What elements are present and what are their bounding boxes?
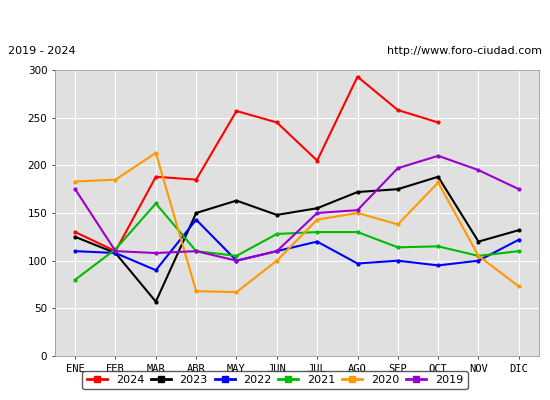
2019 [273, 249, 280, 254]
Text: 2019 - 2024: 2019 - 2024 [8, 46, 76, 56]
2021 [435, 244, 442, 249]
2021 [112, 247, 119, 252]
2020 [152, 150, 159, 155]
2020 [515, 284, 522, 289]
2023 [233, 198, 240, 203]
2024 [354, 74, 361, 79]
2021 [515, 249, 522, 254]
2019 [435, 153, 442, 158]
2021 [72, 277, 79, 282]
2021 [233, 254, 240, 258]
2022 [515, 237, 522, 242]
2023 [475, 239, 482, 244]
2023 [435, 174, 442, 179]
2019 [152, 251, 159, 256]
2022 [273, 249, 280, 254]
2021 [354, 230, 361, 234]
2020 [233, 290, 240, 294]
2022 [152, 268, 159, 273]
Line: 2023: 2023 [74, 175, 520, 303]
2023 [354, 190, 361, 194]
2020 [193, 289, 200, 294]
2022 [233, 258, 240, 263]
2020 [394, 222, 401, 227]
2022 [112, 251, 119, 256]
2019 [394, 166, 401, 170]
2022 [314, 239, 321, 244]
2019 [354, 208, 361, 212]
2019 [314, 210, 321, 215]
Line: 2020: 2020 [74, 152, 520, 294]
2019 [515, 187, 522, 192]
2022 [354, 261, 361, 266]
2021 [193, 249, 200, 254]
2022 [435, 263, 442, 268]
2024 [72, 230, 79, 234]
2021 [475, 254, 482, 258]
2022 [72, 249, 79, 254]
2024 [193, 177, 200, 182]
2023 [152, 299, 159, 304]
2019 [193, 249, 200, 254]
2021 [152, 201, 159, 206]
2023 [273, 212, 280, 217]
2022 [193, 217, 200, 222]
Line: 2022: 2022 [74, 218, 520, 272]
2023 [515, 228, 522, 232]
2023 [394, 187, 401, 192]
2024 [394, 108, 401, 112]
Line: 2021: 2021 [74, 202, 520, 281]
Line: 2019: 2019 [74, 154, 520, 262]
2023 [72, 234, 79, 239]
2020 [273, 258, 280, 263]
2021 [273, 232, 280, 236]
2023 [112, 251, 119, 256]
2024 [112, 249, 119, 254]
2019 [72, 187, 79, 192]
2022 [475, 258, 482, 263]
2020 [314, 217, 321, 222]
2020 [354, 210, 361, 215]
2024 [233, 108, 240, 113]
2019 [112, 249, 119, 254]
Text: http://www.foro-ciudad.com: http://www.foro-ciudad.com [387, 46, 542, 56]
Line: 2024: 2024 [74, 75, 439, 252]
Legend: 2024, 2023, 2022, 2021, 2020, 2019: 2024, 2023, 2022, 2021, 2020, 2019 [82, 370, 468, 390]
2020 [112, 177, 119, 182]
2019 [475, 168, 482, 172]
2024 [152, 174, 159, 179]
2023 [314, 206, 321, 211]
2024 [273, 120, 280, 125]
2024 [435, 120, 442, 125]
2020 [475, 254, 482, 258]
2021 [314, 230, 321, 234]
2024 [314, 158, 321, 163]
2020 [72, 179, 79, 184]
2021 [394, 245, 401, 250]
2019 [233, 258, 240, 263]
2022 [394, 258, 401, 263]
2023 [193, 210, 200, 215]
Text: Evolucion Nº Turistas Extranjeros en el municipio de Marchamalo: Evolucion Nº Turistas Extranjeros en el … [31, 12, 519, 24]
2020 [435, 180, 442, 185]
